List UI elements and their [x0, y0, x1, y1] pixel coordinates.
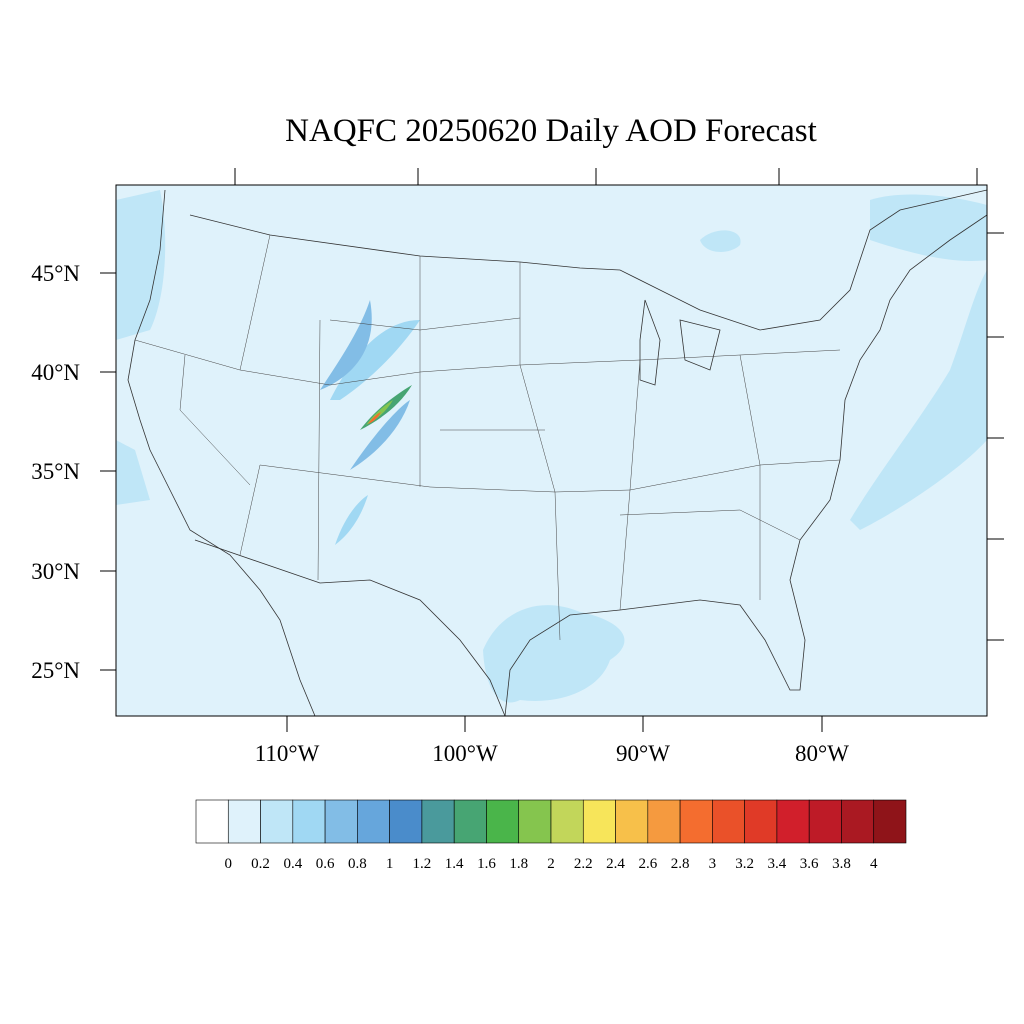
lon-label: 100°W [432, 741, 498, 766]
lon-label: 90°W [616, 741, 670, 766]
colorbar-label: 0.2 [251, 856, 270, 872]
colorbar-box [744, 799, 778, 844]
colorbar-box [550, 799, 584, 844]
coastline [127, 189, 316, 717]
frame-ticks [234, 168, 1004, 641]
colorbar-label: 3.6 [800, 856, 819, 872]
colorbar-box [227, 799, 261, 844]
colorbar-label: 2.6 [638, 856, 657, 872]
aod-region [116, 190, 166, 340]
colorbar-box [808, 799, 842, 844]
colorbar-box [615, 799, 649, 844]
colorbar-label: 2.2 [574, 856, 593, 872]
colorbar-label: 1.4 [445, 856, 464, 872]
map-frame [115, 184, 988, 717]
map-panel [115, 168, 1004, 717]
colorbar-box [841, 799, 875, 844]
border [194, 539, 506, 717]
colorbar-label: 1.8 [509, 856, 528, 872]
colorbar-box [873, 799, 907, 844]
lat-label: 40°N [31, 360, 80, 385]
colorbar-label: 3.8 [832, 856, 851, 872]
colorbar-label: 3 [709, 856, 717, 872]
colorbar-label: 1 [386, 856, 394, 872]
aod-region [870, 194, 987, 261]
colorbar-box [357, 799, 390, 844]
colorbar-box [647, 799, 681, 844]
aod-region [850, 270, 987, 530]
title: NAQFC 20250620 Daily AOD Forecast [285, 113, 817, 149]
colorbar-label: 2 [547, 856, 555, 872]
lat-label: 45°N [31, 261, 80, 286]
aod-plume [350, 400, 410, 470]
colorbar-box [260, 799, 294, 844]
colorbar: 0 0.2 0.4 0.6 0.8 1 1.2 1.4 1.6 1.8 2 2.2 2.4 2.6 2.8 3… [195, 799, 907, 872]
lat-label: 30°N [31, 559, 80, 584]
colorbar-label: 3.2 [735, 856, 754, 872]
aod-plume [320, 300, 372, 390]
aod-plume [330, 320, 420, 400]
colorbar-box [453, 799, 487, 844]
aod-plume [368, 412, 381, 424]
colorbar-box [195, 799, 229, 844]
lon-label: 110°W [255, 741, 320, 766]
colorbar-box [486, 799, 520, 844]
aod-region [483, 605, 625, 703]
coastline [504, 214, 988, 717]
colorbar-box [582, 799, 616, 844]
colorbar-label: 0.6 [316, 856, 335, 872]
aod-region [116, 440, 150, 505]
colorbar-label: 4 [870, 856, 878, 872]
colorbar-label: 1.2 [413, 856, 432, 872]
lon-label: 80°W [795, 741, 849, 766]
colorbar-label: 2.8 [671, 856, 690, 872]
colorbar-box [421, 799, 455, 844]
colorbar-label: 0.4 [283, 856, 302, 872]
colorbar-label: 1.6 [477, 856, 496, 872]
colorbar-box [389, 799, 423, 844]
lat-label: 35°N [31, 459, 80, 484]
colorbar-box [324, 799, 358, 844]
lat-label: 25°N [31, 658, 80, 683]
colorbar-box [679, 799, 713, 844]
colorbar-box [518, 799, 552, 844]
state-border [134, 234, 841, 641]
colorbar-label: 0.8 [348, 856, 367, 872]
aod-region [700, 230, 741, 252]
colorbar-label: 0 [225, 856, 233, 872]
colorbar-label: 2.4 [606, 856, 625, 872]
colorbar-box [776, 799, 810, 844]
colorbar-label: 3.4 [768, 856, 787, 872]
colorbar-box [292, 799, 326, 844]
aod-plume [335, 495, 368, 545]
lake [639, 299, 721, 386]
colorbar-box [712, 799, 745, 844]
border [189, 189, 988, 331]
axis-labels: 45°N 40°N 35°N 30°N 25°N 110°W 100°W 90°W 80°W [31, 261, 849, 766]
